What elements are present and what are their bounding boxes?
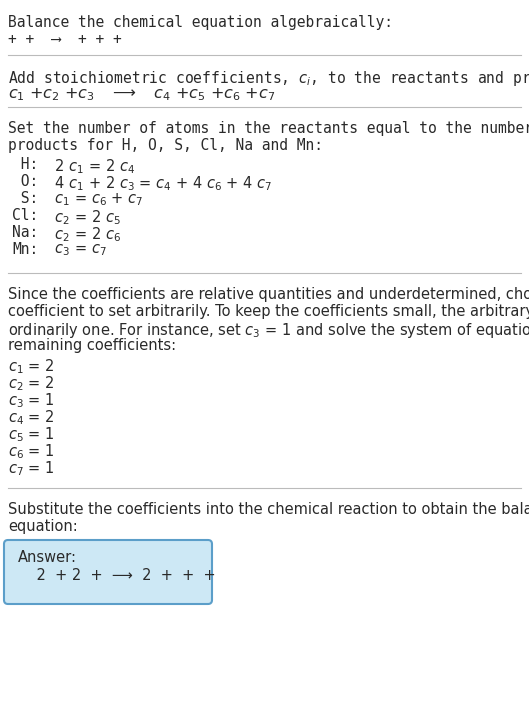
- Text: S:: S:: [12, 191, 38, 206]
- Text: $c_7$ = 1: $c_7$ = 1: [8, 459, 54, 478]
- Text: $c_1$ = $c_6$ + $c_7$: $c_1$ = $c_6$ + $c_7$: [50, 191, 143, 208]
- Text: O:: O:: [12, 174, 38, 189]
- Text: $c_1$ +$c_2$ +$c_3$   $\longrightarrow$   $c_4$ +$c_5$ +$c_6$ +$c_7$: $c_1$ +$c_2$ +$c_3$ $\longrightarrow$ $c…: [8, 86, 275, 103]
- Text: ordinarily one. For instance, set $c_3$ = 1 and solve the system of equations fo: ordinarily one. For instance, set $c_3$ …: [8, 321, 529, 340]
- Text: 4 $c_1$ + 2 $c_3$ = $c_4$ + 4 $c_6$ + 4 $c_7$: 4 $c_1$ + 2 $c_3$ = $c_4$ + 4 $c_6$ + 4 …: [50, 174, 272, 193]
- Text: Set the number of atoms in the reactants equal to the number of atoms in the: Set the number of atoms in the reactants…: [8, 121, 529, 136]
- Text: Mn:: Mn:: [12, 242, 38, 257]
- Text: equation:: equation:: [8, 519, 78, 534]
- Text: Balance the chemical equation algebraically:: Balance the chemical equation algebraica…: [8, 15, 393, 30]
- Text: Add stoichiometric coefficients, $c_i$, to the reactants and products:: Add stoichiometric coefficients, $c_i$, …: [8, 69, 529, 88]
- Text: $c_6$ = 1: $c_6$ = 1: [8, 442, 54, 461]
- Text: + +  ⟶  + + +: + + ⟶ + + +: [8, 32, 122, 47]
- Text: $c_4$ = 2: $c_4$ = 2: [8, 408, 54, 427]
- Text: H:: H:: [12, 157, 38, 172]
- Text: $c_3$ = 1: $c_3$ = 1: [8, 391, 54, 410]
- Text: coefficient to set arbitrarily. To keep the coefficients small, the arbitrary va: coefficient to set arbitrarily. To keep …: [8, 304, 529, 319]
- Text: 2 $c_1$ = 2 $c_4$: 2 $c_1$ = 2 $c_4$: [50, 157, 135, 176]
- Text: $c_2$ = 2 $c_6$: $c_2$ = 2 $c_6$: [50, 225, 121, 244]
- Text: $c_3$ = $c_7$: $c_3$ = $c_7$: [50, 242, 107, 257]
- Text: Na:: Na:: [12, 225, 38, 240]
- Text: $c_1$ = 2: $c_1$ = 2: [8, 357, 54, 376]
- Text: Since the coefficients are relative quantities and underdetermined, choose a: Since the coefficients are relative quan…: [8, 287, 529, 302]
- Text: Substitute the coefficients into the chemical reaction to obtain the balanced: Substitute the coefficients into the che…: [8, 502, 529, 517]
- Text: remaining coefficients:: remaining coefficients:: [8, 338, 176, 353]
- Text: 2  + 2  +  ⟶  2  +  +  +: 2 + 2 + ⟶ 2 + + +: [18, 568, 220, 583]
- Text: $c_2$ = 2: $c_2$ = 2: [8, 374, 54, 393]
- Text: $c_2$ = 2 $c_5$: $c_2$ = 2 $c_5$: [50, 208, 121, 227]
- Text: products for H, O, S, Cl, Na and Mn:: products for H, O, S, Cl, Na and Mn:: [8, 138, 323, 153]
- FancyBboxPatch shape: [4, 540, 212, 604]
- Text: Cl:: Cl:: [12, 208, 38, 223]
- Text: $c_5$ = 1: $c_5$ = 1: [8, 425, 54, 444]
- Text: Answer:: Answer:: [18, 550, 77, 565]
